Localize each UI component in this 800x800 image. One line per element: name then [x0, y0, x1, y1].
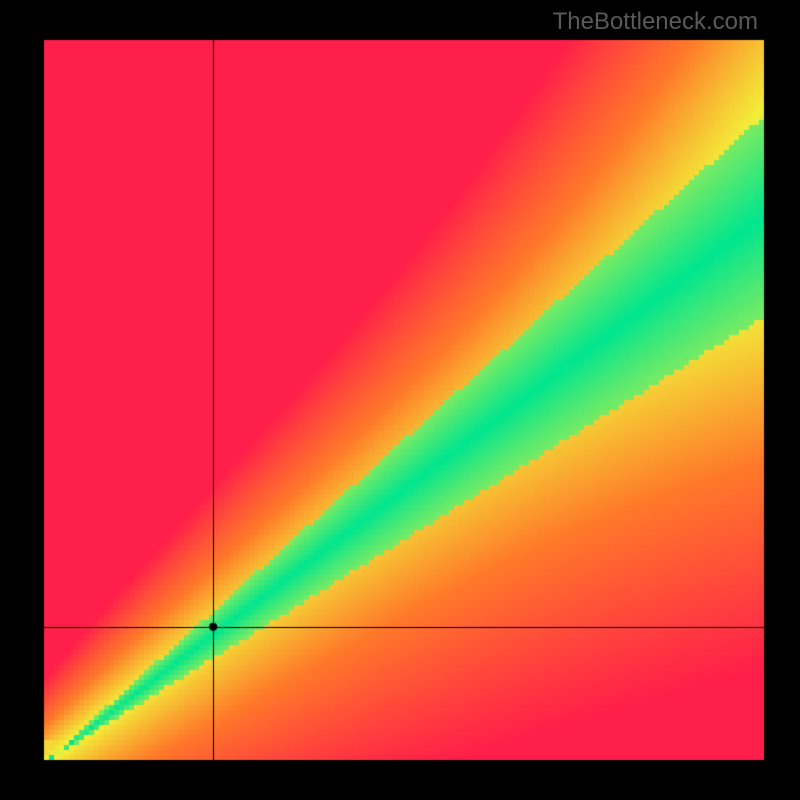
watermark-text: TheBottleneck.com: [553, 8, 758, 36]
heatmap-canvas: [0, 0, 800, 800]
root-container: TheBottleneck.com: [0, 0, 800, 800]
